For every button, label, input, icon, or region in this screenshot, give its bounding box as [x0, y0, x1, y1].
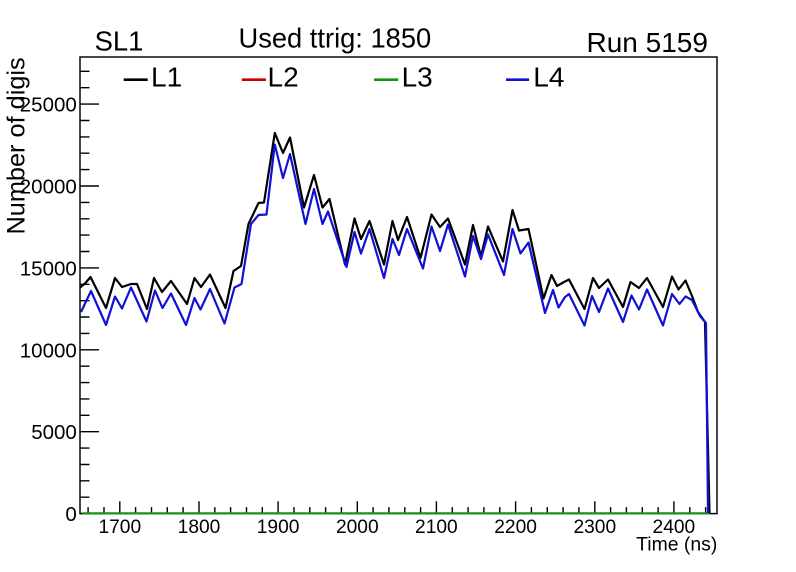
svg-text:L2: L2	[268, 62, 299, 93]
svg-text:L4: L4	[533, 62, 564, 93]
svg-text:Number of digis: Number of digis	[3, 57, 31, 234]
svg-text:Used ttrig: 1850: Used ttrig: 1850	[239, 23, 432, 54]
svg-text:Run 5159: Run 5159	[587, 27, 708, 58]
svg-text:0: 0	[65, 503, 76, 526]
svg-text:2400: 2400	[653, 517, 696, 538]
svg-text:25000: 25000	[20, 94, 77, 117]
svg-text:2100: 2100	[415, 517, 458, 538]
svg-text:5000: 5000	[31, 421, 77, 444]
svg-text:20000: 20000	[20, 176, 77, 199]
svg-text:1700: 1700	[98, 517, 141, 538]
svg-text:L3: L3	[402, 62, 433, 93]
svg-text:15000: 15000	[20, 257, 77, 280]
svg-text:2000: 2000	[336, 517, 379, 538]
svg-text:SL1: SL1	[95, 26, 144, 57]
svg-text:1900: 1900	[257, 517, 300, 538]
svg-text:Time (ns): Time (ns)	[636, 534, 717, 556]
svg-text:2300: 2300	[573, 517, 616, 538]
svg-text:10000: 10000	[20, 339, 77, 362]
svg-text:1800: 1800	[178, 517, 221, 538]
svg-text:2200: 2200	[494, 517, 537, 538]
svg-text:L1: L1	[151, 62, 182, 93]
